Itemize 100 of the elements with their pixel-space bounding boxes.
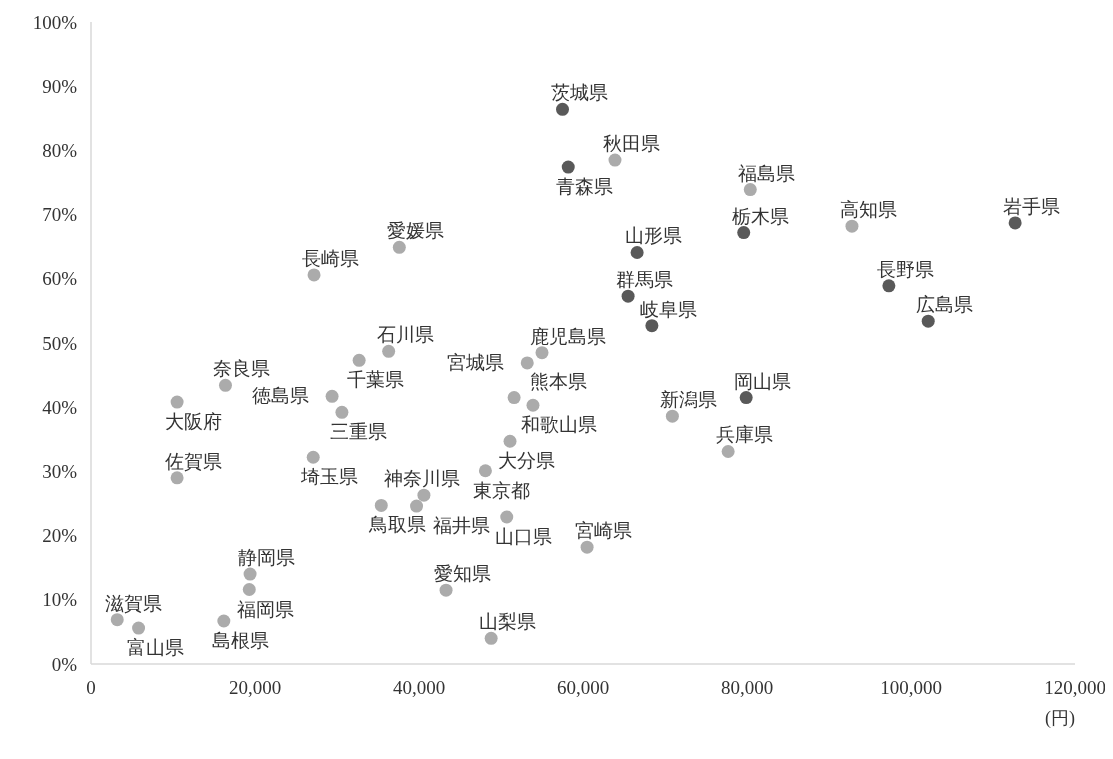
annotation: 広島県 [916, 294, 974, 316]
annotation: 奈良県 [213, 358, 271, 380]
annotation: 岩手県 [1003, 195, 1061, 217]
point [170, 471, 184, 485]
point [561, 160, 575, 174]
point [882, 279, 896, 293]
y-tick-label: 30% [42, 461, 78, 483]
annotation: 福井県 [432, 515, 490, 537]
point [556, 102, 569, 116]
y-tick-label: 70% [42, 204, 78, 226]
y-tick-label: 50% [42, 332, 78, 354]
point [630, 245, 644, 259]
annotation: 愛媛県 [387, 220, 445, 242]
point [243, 567, 257, 581]
y-tick-label: 90% [42, 75, 78, 97]
annotation: 大阪府 [165, 411, 223, 433]
x-tick-label: 120,000 [1044, 677, 1106, 698]
annotation: 滋賀県 [105, 592, 163, 614]
point [721, 445, 735, 458]
point [645, 319, 659, 333]
annotation: 茨城県 [550, 82, 608, 104]
point [580, 540, 594, 554]
annotation: 静岡県 [238, 547, 296, 569]
point [410, 499, 424, 513]
point [306, 450, 320, 464]
annotation: 宮城県 [447, 351, 505, 373]
annotation: 福岡県 [237, 598, 295, 620]
x-tick-label: 80,000 [720, 677, 774, 698]
annotation: 栃木県 [731, 205, 789, 227]
annotation: 福島県 [738, 162, 796, 184]
annotation: 兵庫県 [716, 424, 774, 446]
point [1008, 216, 1022, 230]
point [382, 344, 396, 358]
point [335, 405, 349, 419]
annotation: 鹿児島県 [530, 325, 606, 347]
annotation: 愛知県 [434, 563, 492, 585]
point [417, 488, 431, 502]
annotation: 山口県 [494, 525, 552, 547]
point [621, 289, 635, 303]
annotation: 青森県 [556, 176, 614, 198]
point [170, 395, 184, 409]
annotation: 長崎県 [302, 247, 360, 269]
point [242, 583, 256, 597]
point [307, 268, 321, 282]
y-tick-label: 40% [42, 396, 78, 418]
point [507, 391, 521, 405]
annotation: 千葉県 [347, 369, 405, 391]
annotation: 鳥取県 [368, 514, 427, 536]
annotation: 秋田県 [602, 133, 660, 155]
point [608, 153, 622, 167]
point [132, 621, 146, 635]
point [743, 183, 757, 197]
y-tick-label: 20% [42, 525, 78, 547]
annotation: 東京都 [473, 479, 531, 501]
point [110, 613, 124, 627]
annotation: 神奈川県 [383, 468, 460, 490]
point [921, 314, 935, 328]
annotation: 三重県 [329, 421, 387, 443]
annotation: 埼玉県 [300, 466, 359, 488]
annotation: 熊本県 [530, 370, 588, 392]
point [500, 510, 514, 524]
y-tick-label: 10% [42, 589, 78, 611]
y-tick-label: 100% [32, 11, 78, 33]
annotation: 高知県 [839, 199, 897, 221]
point [845, 219, 859, 233]
annotation: 宮崎県 [575, 520, 633, 542]
point [352, 353, 366, 367]
point [484, 631, 498, 645]
annotation: 岡山県 [734, 370, 792, 392]
point [526, 398, 540, 412]
point [218, 378, 232, 392]
annotation: 山形県 [625, 225, 683, 247]
point [739, 391, 753, 405]
x-axis-title: (円) [1045, 708, 1075, 729]
point [503, 434, 517, 448]
y-tick-label: 0% [51, 653, 78, 675]
point [535, 346, 549, 360]
point [478, 464, 492, 478]
annotation: 島根県 [211, 629, 269, 651]
point [392, 240, 406, 254]
x-tick-label: 20,000 [228, 677, 282, 698]
point [665, 409, 679, 423]
annotation: 群馬県 [616, 269, 674, 291]
y-tick-label: 80% [42, 140, 78, 162]
point [374, 498, 388, 512]
annotation: 石川県 [376, 324, 434, 346]
y-tick-label: 60% [42, 268, 78, 290]
annotation: 大分県 [498, 450, 556, 472]
annotation: 山梨県 [479, 611, 537, 633]
annotation: 長野県 [876, 258, 934, 280]
annotation: 佐賀県 [165, 450, 223, 472]
point [520, 356, 534, 370]
annotation: 富山県 [126, 637, 184, 659]
annotation: 岐阜県 [639, 298, 697, 320]
annotation: 和歌山県 [520, 414, 597, 436]
annotation: 徳島県 [252, 385, 310, 407]
point [325, 389, 339, 403]
x-tick-label: 40,000 [392, 677, 446, 698]
x-tick-label: 100,000 [880, 677, 942, 698]
x-tick-label: 60,000 [556, 677, 610, 698]
